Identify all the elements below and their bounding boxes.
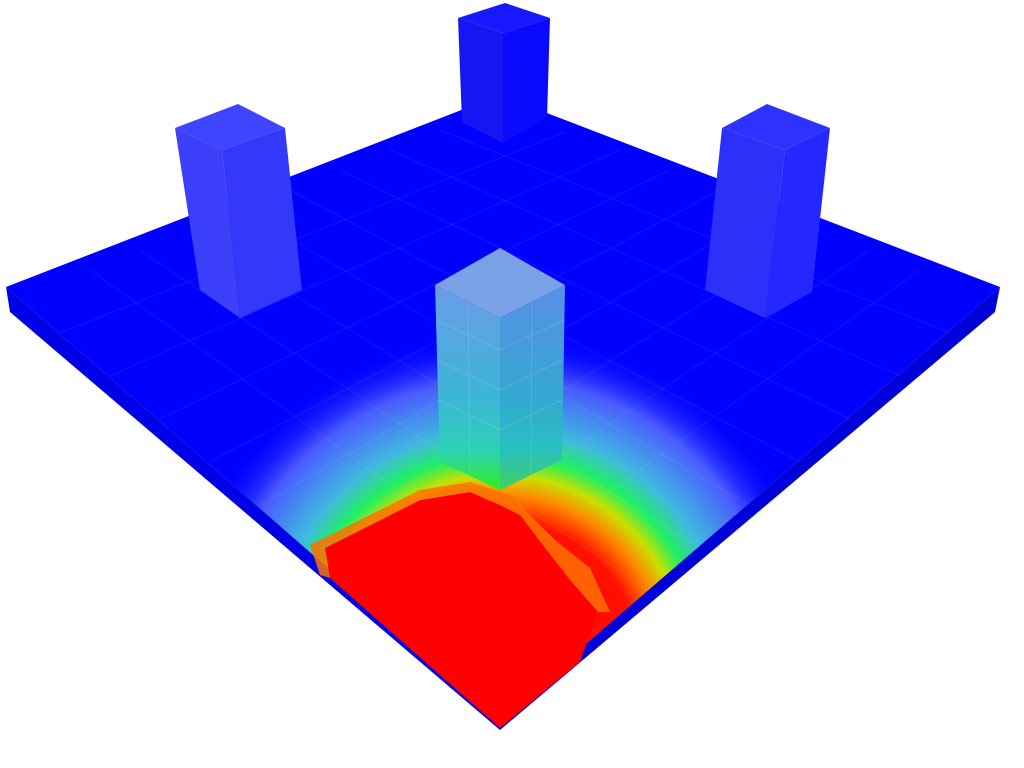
pillar-center-left xyxy=(435,285,500,490)
hotspot-region xyxy=(325,492,598,728)
pillar-right-left xyxy=(705,128,785,318)
pillar-right xyxy=(705,104,830,318)
pillar-left-right xyxy=(222,128,302,318)
pillar-right-top xyxy=(722,104,830,150)
pillar-center xyxy=(435,248,565,490)
plate-left-side xyxy=(6,287,500,730)
pillar-right-right xyxy=(765,128,830,318)
pillar-center-top xyxy=(435,248,565,318)
pillar-left-top xyxy=(175,104,285,150)
hotspot-rim xyxy=(310,482,610,612)
pillar-center-voxel-lines xyxy=(435,301,565,477)
pillar-back-top xyxy=(458,3,550,33)
plate-right-side xyxy=(500,287,1000,730)
pillar-left xyxy=(175,104,302,318)
pillar-center-right xyxy=(500,285,565,490)
pillar-left-left xyxy=(175,128,240,318)
pillar-back-right xyxy=(503,18,550,143)
pillar-back-left xyxy=(458,18,503,143)
pillar-back xyxy=(458,3,550,143)
